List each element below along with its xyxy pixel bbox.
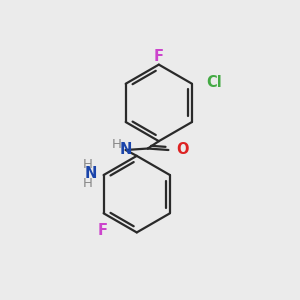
Text: H: H <box>82 158 92 171</box>
Text: N: N <box>119 142 132 157</box>
Text: F: F <box>154 49 164 64</box>
Text: H: H <box>111 138 121 151</box>
Text: O: O <box>176 142 188 158</box>
Text: F: F <box>97 223 107 238</box>
Text: N: N <box>85 166 97 181</box>
Text: H: H <box>82 177 92 190</box>
Text: Cl: Cl <box>206 75 222 90</box>
